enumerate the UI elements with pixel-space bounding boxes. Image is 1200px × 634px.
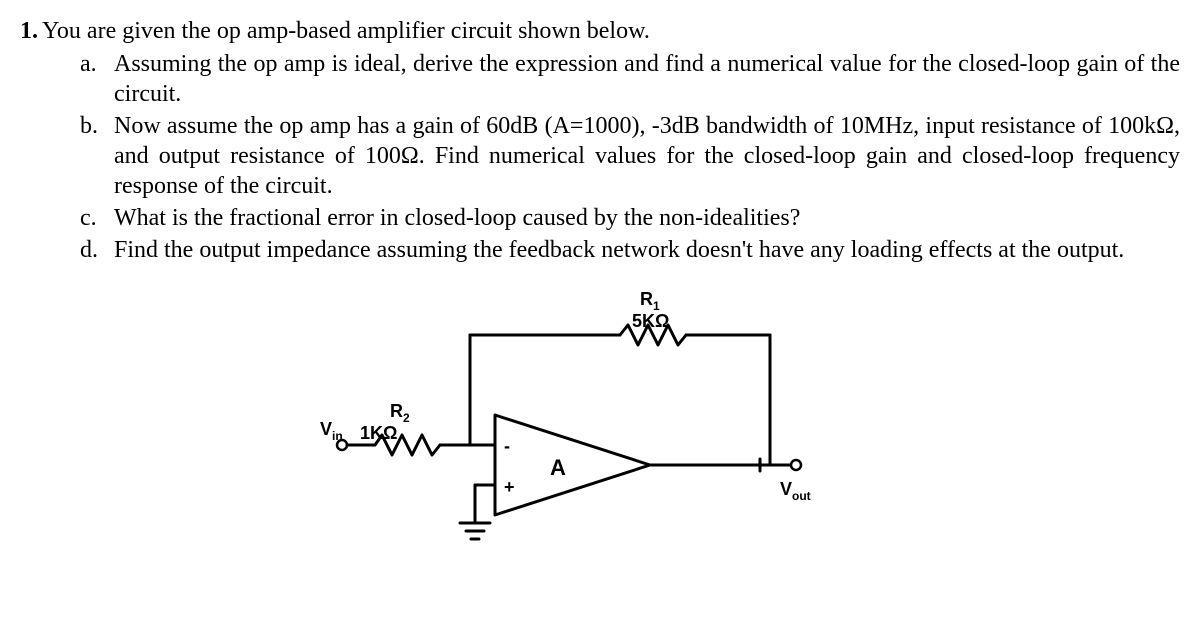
- plus-label: +: [504, 477, 515, 497]
- subpart-text: Find the output impedance assuming the f…: [114, 235, 1180, 265]
- vout-label: Vout: [780, 479, 811, 503]
- question-line: 1. You are given the op amp-based amplif…: [20, 18, 1180, 45]
- subparts-list: a. Assuming the op amp is ideal, derive …: [80, 49, 1180, 265]
- list-item: b. Now assume the op amp has a gain of 6…: [80, 111, 1180, 201]
- circuit-diagram: Vin R2 1KΩ R1 5KΩ: [320, 275, 880, 555]
- subpart-letter: d.: [80, 235, 114, 265]
- r1-name-label: R1: [640, 289, 660, 313]
- page-container: 1. You are given the op amp-based amplif…: [0, 0, 1200, 555]
- output-terminal: [791, 460, 801, 470]
- r2-name-label: R2: [390, 401, 410, 425]
- opamp-triangle: [495, 415, 650, 515]
- r2-sub: 2: [403, 411, 410, 425]
- vout-sub: out: [792, 489, 811, 503]
- question-stem: You are given the op amp-based amplifier…: [42, 18, 650, 44]
- r1-name: R: [640, 289, 653, 309]
- subpart-text: Now assume the op amp has a gain of 60dB…: [114, 111, 1180, 201]
- list-item: a. Assuming the op amp is ideal, derive …: [80, 49, 1180, 109]
- subpart-text: What is the fractional error in closed-l…: [114, 203, 1180, 233]
- circuit-diagram-container: Vin R2 1KΩ R1 5KΩ: [20, 275, 1180, 555]
- subpart-letter: b.: [80, 111, 114, 201]
- subpart-letter: c.: [80, 203, 114, 233]
- vout-name: V: [780, 479, 792, 499]
- question-number: 1.: [20, 18, 38, 44]
- vin-name: V: [320, 419, 332, 439]
- subpart-text: Assuming the op amp is ideal, derive the…: [114, 49, 1180, 109]
- resistor-r2: [375, 435, 440, 455]
- minus-label: -: [504, 436, 510, 456]
- amplifier-label: A: [550, 455, 566, 480]
- subpart-letter: a.: [80, 49, 114, 109]
- r2-name: R: [390, 401, 403, 421]
- list-item: c. What is the fractional error in close…: [80, 203, 1180, 233]
- list-item: d. Find the output impedance assuming th…: [80, 235, 1180, 265]
